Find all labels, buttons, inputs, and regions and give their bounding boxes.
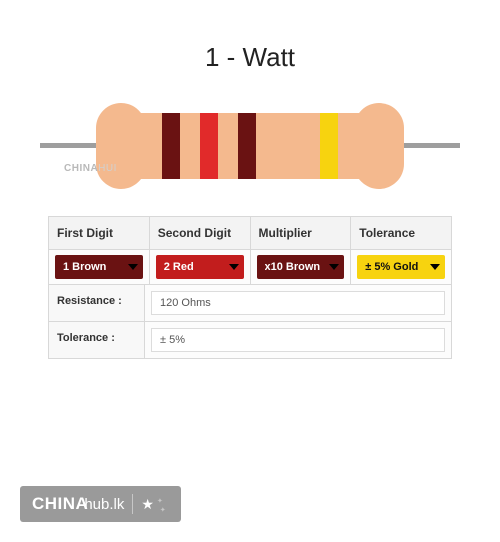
tolerance-row: Tolerance : [49,322,451,358]
band-multiplier [238,113,256,179]
header-multiplier: Multiplier [251,217,352,249]
resistance-label: Resistance : [49,285,145,321]
star-icon: ★✦✦ [141,496,168,513]
cell-multiplier: x10 Brown [251,250,352,284]
tolerance-output[interactable] [151,328,445,352]
resistor-diagram: CHINAHUI [0,91,500,201]
cell-second-digit: 2 Red [150,250,251,284]
resistor-lead-left [40,143,100,148]
band-digit2 [200,113,218,179]
resistance-output[interactable] [151,291,445,315]
calculator-table: First Digit Second Digit Multiplier Tole… [48,216,452,359]
tolerance-select[interactable]: ± 5% Gold [357,255,445,279]
resistance-row: Resistance : [49,285,451,322]
multiplier-select[interactable]: x10 Brown [257,255,345,279]
watermark-badge: CHINAhub.lk ★✦✦ [20,486,181,522]
badge-china: CHINA [32,494,88,513]
page-title: 1 - Watt [0,42,500,73]
cell-tolerance: ± 5% Gold [351,250,451,284]
tolerance-value-cell [145,322,451,358]
header-second-digit: Second Digit [150,217,251,249]
badge-hub: hub.lk [84,496,124,513]
cell-first-digit: 1 Brown [49,250,150,284]
resistor-lead-right [400,143,460,148]
watermark-small: CHINAHUI [64,163,117,174]
band-digit1 [162,113,180,179]
first-digit-select[interactable]: 1 Brown [55,255,143,279]
second-digit-select[interactable]: 2 Red [156,255,244,279]
header-first-digit: First Digit [49,217,150,249]
band-tolerance [320,113,338,179]
badge-separator [132,494,133,514]
header-tolerance: Tolerance [351,217,451,249]
tolerance-label: Tolerance : [49,322,145,358]
resistance-value-cell [145,285,451,321]
selector-row: 1 Brown 2 Red x10 Brown ± 5% Gold [49,250,451,285]
header-row: First Digit Second Digit Multiplier Tole… [49,217,451,250]
